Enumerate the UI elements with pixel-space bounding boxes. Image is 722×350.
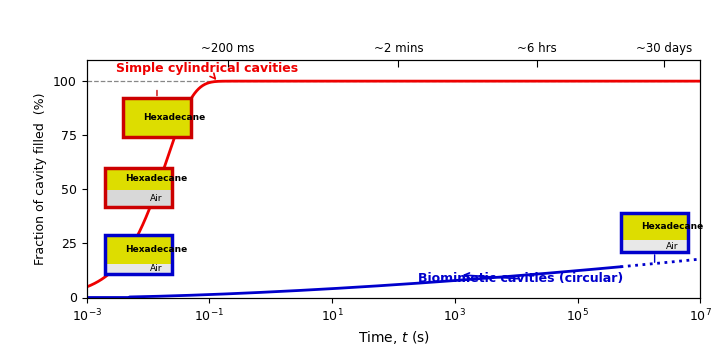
Text: Simple cylindrical cavities: Simple cylindrical cavities [116, 63, 298, 79]
Text: Air: Air [149, 264, 162, 273]
Text: Biomimetic cavities (circular): Biomimetic cavities (circular) [418, 272, 623, 285]
Y-axis label: Fraction of cavity filled  (%): Fraction of cavity filled (%) [35, 92, 48, 265]
Bar [105, 168, 173, 190]
Bar [621, 240, 688, 252]
Text: Hexadecane: Hexadecane [641, 222, 703, 231]
Text: Hexadecane: Hexadecane [125, 175, 187, 183]
Bar [105, 264, 173, 274]
Bar [621, 213, 688, 240]
Bar [105, 235, 173, 274]
Text: Air: Air [666, 242, 678, 251]
Bar [105, 190, 173, 206]
Text: Air: Air [149, 194, 162, 203]
Bar [105, 168, 173, 206]
Bar [105, 235, 173, 264]
Text: Hexadecane: Hexadecane [125, 245, 187, 254]
Bar [123, 98, 191, 138]
Text: Hexadecane: Hexadecane [143, 113, 206, 122]
Bar [123, 98, 191, 138]
X-axis label: Time, $t$ (s): Time, $t$ (s) [357, 329, 430, 346]
Bar [621, 213, 688, 252]
